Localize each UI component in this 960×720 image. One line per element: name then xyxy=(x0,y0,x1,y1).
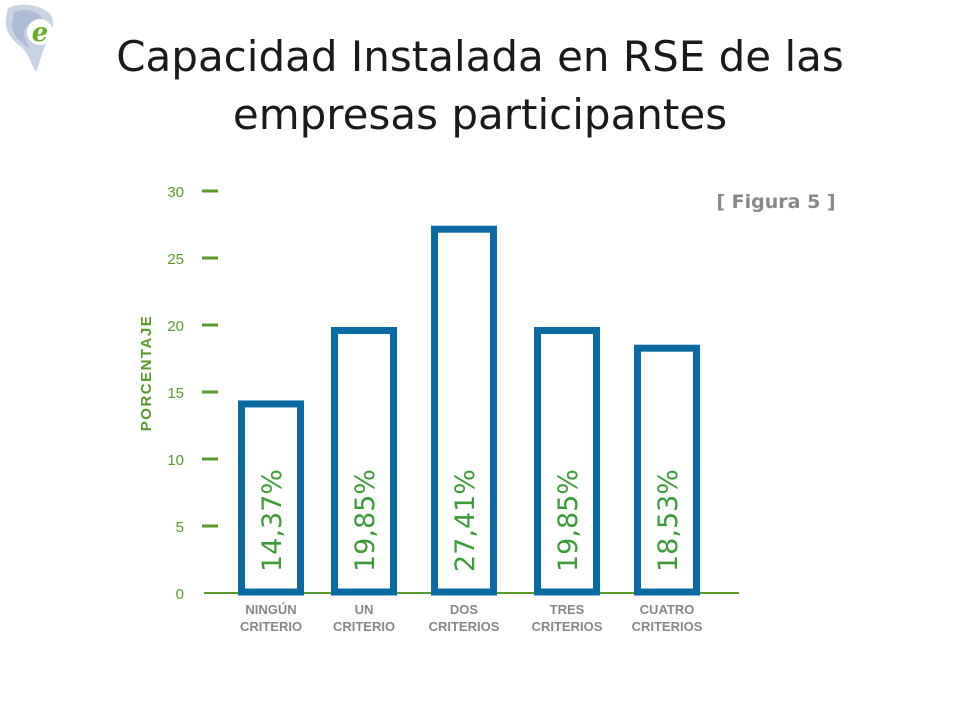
slide-title-line-1: Capacidad Instalada en RSE de las xyxy=(116,32,844,81)
y-tick-label: 0 xyxy=(176,586,184,603)
category-label: DOS xyxy=(450,602,479,617)
bar xyxy=(331,327,397,596)
globe-e-logo-icon: e xyxy=(5,4,53,72)
bar xyxy=(238,400,304,596)
category-label: UN xyxy=(355,602,374,617)
bar xyxy=(534,327,600,596)
slide-title: Capacidad Instalada en RSE de las empres… xyxy=(0,28,960,144)
category-label: CRITERIO xyxy=(333,619,395,634)
category-label: CRITERIOS xyxy=(429,619,500,634)
category-label: TRES xyxy=(550,602,585,617)
bar-data-label: 19,85% xyxy=(553,469,584,572)
figure-label: [ Figura 5 ] xyxy=(716,191,835,213)
category-label: NINGÚN xyxy=(245,602,296,617)
bar xyxy=(634,344,700,596)
y-tick-label: 10 xyxy=(167,452,184,469)
y-axis-label: PORCENTAJE xyxy=(138,315,155,431)
bar xyxy=(431,225,497,596)
bar-data-label: 19,85% xyxy=(350,469,381,572)
category-label: CRITERIOS xyxy=(532,619,603,634)
y-tick-label: 30 xyxy=(167,184,184,201)
slide-title-line-2: empresas participantes xyxy=(232,90,728,139)
category-label: CRITERIO xyxy=(240,619,302,634)
y-tick-label: 20 xyxy=(167,318,184,335)
y-tick-label: 25 xyxy=(167,251,184,268)
bar-data-label: 27,41% xyxy=(450,469,481,572)
y-tick-label: 15 xyxy=(167,385,184,402)
bar-data-label: 14,37% xyxy=(257,469,288,572)
category-label: CUATRO xyxy=(640,602,695,617)
svg-text:e: e xyxy=(32,18,49,48)
category-label: CRITERIOS xyxy=(632,619,703,634)
y-tick-label: 5 xyxy=(176,519,184,536)
bar-data-label: 18,53% xyxy=(653,469,684,572)
